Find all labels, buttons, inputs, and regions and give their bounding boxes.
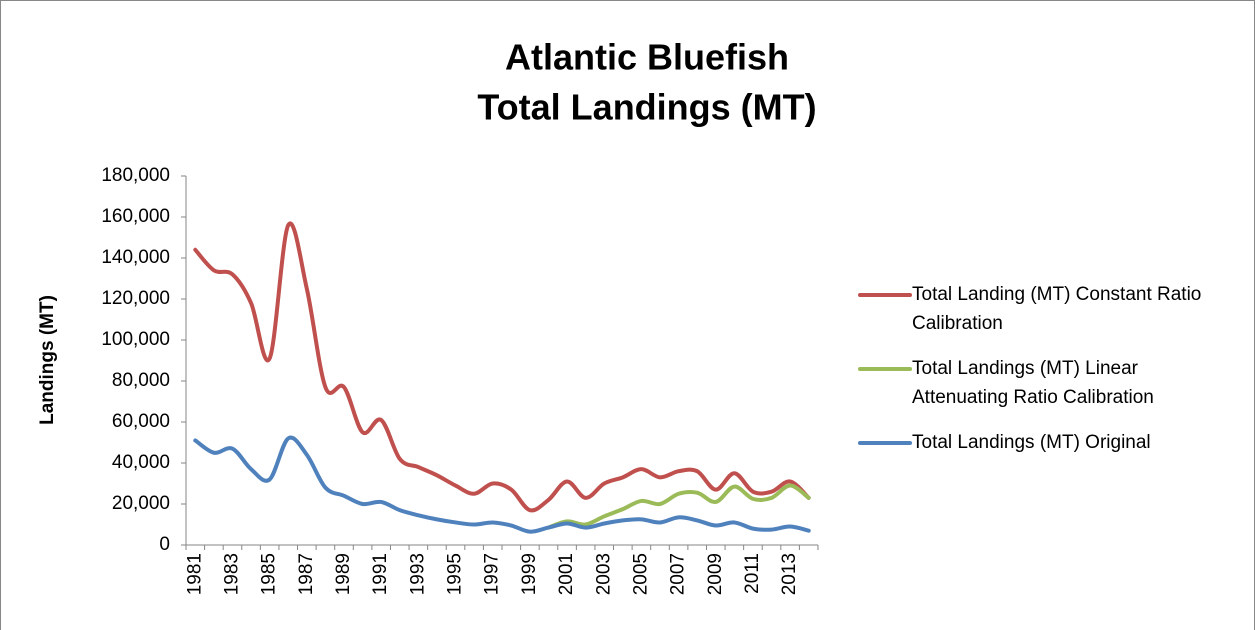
series-line xyxy=(193,435,811,534)
x-tick-label: 2011 xyxy=(742,553,763,594)
x-tick-label: 1997 xyxy=(482,553,503,595)
legend-item: Total Landing (MT) Constant Ratio Calibr… xyxy=(858,280,1238,338)
x-tick-label: 2007 xyxy=(668,553,689,595)
legend: Total Landing (MT) Constant Ratio Calibr… xyxy=(858,280,1238,473)
y-tick-label: 40,000 xyxy=(112,452,170,473)
legend-item: Total Landings (MT) Original xyxy=(858,428,1238,457)
y-tick-label: 120,000 xyxy=(101,288,170,309)
x-tick-label: 2003 xyxy=(593,553,614,595)
legend-swatch xyxy=(858,293,912,297)
x-tick-label: 1985 xyxy=(259,553,280,595)
x-tick-label: 2001 xyxy=(556,553,577,595)
x-tick-label: 1987 xyxy=(296,553,317,595)
legend-label: Total Landings (MT) Linear Attenuating R… xyxy=(912,358,1154,408)
y-axis-title: Landings (MT) xyxy=(37,295,58,425)
y-tick-label: 0 xyxy=(159,534,170,555)
x-tick-label: 1993 xyxy=(407,553,428,595)
legend-item: Total Landings (MT) Linear Attenuating R… xyxy=(858,354,1238,412)
y-tick-label: 60,000 xyxy=(112,411,170,432)
y-tick-label: 180,000 xyxy=(101,165,170,186)
x-tick-label: 2009 xyxy=(705,553,726,595)
x-tick-label: 1999 xyxy=(519,553,540,595)
x-tick-label: 1983 xyxy=(221,553,242,595)
series-line xyxy=(546,483,811,530)
y-tick-label: 100,000 xyxy=(101,329,170,350)
legend-label: Total Landing (MT) Constant Ratio Calibr… xyxy=(912,284,1202,334)
y-tick-label: 20,000 xyxy=(112,493,170,514)
x-tick-label: 1991 xyxy=(370,553,391,595)
x-tick-label: 2005 xyxy=(630,553,651,595)
x-tick-label: 1995 xyxy=(445,553,466,595)
y-tick-label: 80,000 xyxy=(112,370,170,391)
chart-title: Total Landings (MT) xyxy=(477,87,816,128)
legend-swatch xyxy=(858,441,912,445)
x-tick-label: 2013 xyxy=(779,553,800,595)
legend-label: Total Landings (MT) Original xyxy=(912,432,1151,453)
x-tick-label: 1989 xyxy=(333,553,354,595)
chart-title: Atlantic Bluefish xyxy=(505,37,789,78)
y-tick-label: 140,000 xyxy=(101,247,170,268)
legend-swatch xyxy=(858,367,912,371)
y-tick-label: 160,000 xyxy=(101,206,170,227)
series-line xyxy=(193,221,811,513)
x-tick-label: 1981 xyxy=(184,553,205,595)
